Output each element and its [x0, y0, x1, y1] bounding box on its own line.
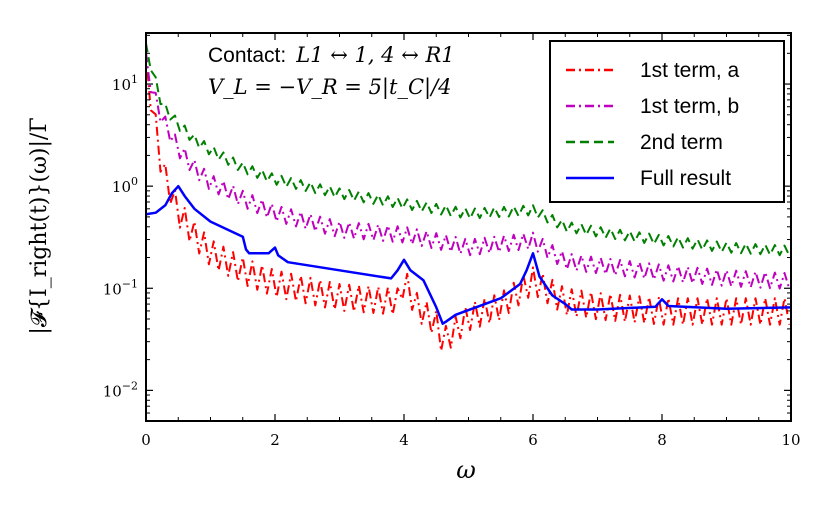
legend-box — [549, 40, 785, 203]
legend: 1st term, a 1st term, b 2nd term Full resul… — [549, 40, 785, 203]
y-tick-label: 100 — [112, 175, 138, 196]
x-tick-label: 0 — [141, 431, 151, 449]
annotation: Contact: L1 ↔ 1, 4 ↔ R1 V_L = −V_R = 5|t… — [208, 43, 455, 100]
legend-entry: Full result — [566, 167, 731, 190]
x-tick-label: 2 — [270, 431, 280, 449]
series-line-3 — [146, 184, 791, 325]
x-tick-label: 8 — [657, 431, 667, 449]
series-line-1 — [146, 53, 791, 290]
legend-label: 1st term, b — [640, 95, 739, 118]
legend-entry: 2nd term — [566, 131, 723, 154]
legend-entry: 1st term, b — [566, 95, 739, 118]
y-tick-label: 10−1 — [103, 277, 138, 298]
legend-label: 1st term, a — [640, 59, 740, 82]
series-line-2 — [146, 43, 791, 257]
ticks-layer: 0 2 4 6 8 10 10−2 10−1 100 101 — [103, 33, 801, 449]
x-tick-label: 10 — [781, 431, 800, 449]
y-tick-label: 101 — [112, 73, 138, 94]
series-layer — [146, 43, 791, 352]
legend-label: 2nd term — [640, 131, 723, 154]
annotation-line1: Contact: L1 ↔ 1, 4 ↔ R1 — [208, 43, 455, 67]
y-tick-label: 10−2 — [103, 379, 138, 400]
annotation-line2: V_L = −V_R = 5|t_C|/4 — [208, 75, 452, 100]
y-axis-label: |𝓕{I_right(t)}(ω)|/Γ — [27, 117, 52, 334]
x-tick-label: 6 — [528, 431, 538, 449]
x-tick-label: 4 — [399, 431, 409, 449]
x-axis-label: ω — [456, 456, 476, 484]
legend-label: Full result — [640, 167, 731, 190]
legend-entry: 1st term, a — [566, 59, 740, 82]
